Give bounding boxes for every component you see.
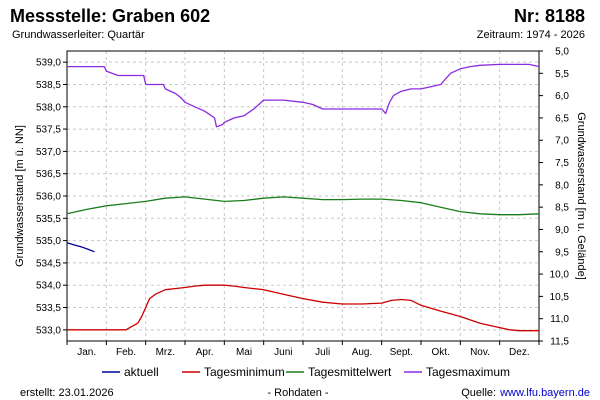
y-tick-label-right: 7,5 (555, 158, 569, 169)
y-tick-label-right: 9,5 (555, 247, 569, 258)
y-axis-label-left: Grundwasserstand [m ü. NN] (14, 125, 26, 267)
x-tick-label: Mai (236, 347, 252, 358)
y-tick-label-left: 535,0 (36, 236, 61, 247)
y-tick-label-right: 8,0 (555, 180, 569, 191)
y-tick-label-left: 539,0 (36, 58, 61, 69)
x-tick-label: Apr. (196, 347, 214, 358)
chart-grid (67, 51, 539, 341)
y-tick-label-left: 536,0 (36, 192, 61, 203)
y-tick-label-left: 533,0 (36, 325, 61, 336)
period-label: Zeitraum: 1974 - 2026 (477, 29, 585, 41)
y-axis-label-right: Grundwasserstand [m u. Gelände] (575, 112, 587, 280)
station-title: Messstelle: Graben 602 (10, 6, 210, 26)
y-tick-label-right: 8,5 (555, 203, 569, 214)
y-tick-label-left: 538,5 (36, 80, 61, 91)
x-tick-label: Jan. (77, 347, 96, 358)
created-date: erstellt: 23.01.2026 (20, 387, 114, 399)
y-tick-label-right: 11,0 (550, 314, 569, 325)
x-tick-label: Aug. (352, 347, 373, 358)
y-tick-label-right: 11,5 (550, 337, 569, 348)
x-tick-label: Juni (274, 347, 292, 358)
y-tick-label-right: 7,0 (555, 136, 569, 147)
aquifer-subtitle: Grundwasserleiter: Quartär (12, 29, 145, 41)
y-tick-label-left: 534,0 (36, 281, 61, 292)
raw-data-note: - Rohdaten - (267, 387, 328, 399)
y-tick-label-right: 5,0 (555, 47, 569, 58)
x-tick-label: Juli (315, 347, 330, 358)
x-tick-label: Mrz. (156, 347, 175, 358)
y-tick-label-left: 534,5 (36, 258, 61, 269)
y-tick-label-left: 537,0 (36, 147, 61, 158)
legend-label-aktuell: aktuell (124, 365, 159, 379)
series-line-aktuell (66, 242, 95, 253)
y-tick-label-left: 536,5 (36, 169, 61, 180)
y-tick-label-right: 10,5 (550, 292, 570, 303)
y-tick-label-left: 537,5 (36, 125, 61, 136)
x-tick-label: Dez. (509, 347, 530, 358)
x-tick-label: Nov. (470, 347, 490, 358)
x-tick-label: Okt. (431, 347, 449, 358)
series-line-tagesmaximum (67, 63, 540, 128)
series-line-tagesminimum (67, 284, 539, 332)
y-tick-label-right: 9,0 (555, 225, 569, 236)
x-tick-label: Feb. (116, 347, 136, 358)
month-axis-ticks: Jan. Feb. Mrz. Apr. Mai Juni Juli Aug. Sept. Okt.… (66, 341, 540, 358)
source-label: Quelle: (461, 387, 496, 399)
x-tick-label: Sept. (390, 347, 413, 358)
legend-label-tagesminimum: Tagesminimum (204, 365, 285, 379)
y-tick-label-right: 10,0 (550, 270, 570, 281)
source-line: Quelle: www.lfu.bayern.de (461, 387, 590, 399)
y-tick-label-right: 6,5 (555, 113, 569, 124)
y-tick-label-right: 6,0 (555, 91, 569, 102)
y-tick-label-left: 535,5 (36, 214, 61, 225)
y-tick-label-right: 5,5 (555, 69, 569, 80)
legend-label-tagesmaximum: Tagesmaximum (426, 365, 510, 379)
station-number: Nr: 8188 (514, 6, 585, 26)
legend-label-tagesmittelwert: Tagesmittelwert (308, 365, 392, 379)
series-line-tagesmittelwert (66, 196, 540, 216)
chart-legend: aktuell Tagesminimum Tagesmittelwert Tagesm… (102, 365, 510, 379)
chart-series (66, 63, 540, 332)
y-tick-label-left: 538,0 (36, 102, 61, 113)
right-axis-ticks: 5,0 5,5 6,0 6,5 7,0 7,5 8,0 8,5 9,0 9,5 10,0 10,5 11… (539, 47, 569, 348)
left-axis-ticks: 533,0 533,5 534,0 534,5 535,0 535,5 536,0 536,5… (36, 58, 67, 336)
source-link[interactable]: www.lfu.bayern.de (499, 387, 590, 399)
y-tick-label-left: 533,5 (36, 303, 61, 314)
